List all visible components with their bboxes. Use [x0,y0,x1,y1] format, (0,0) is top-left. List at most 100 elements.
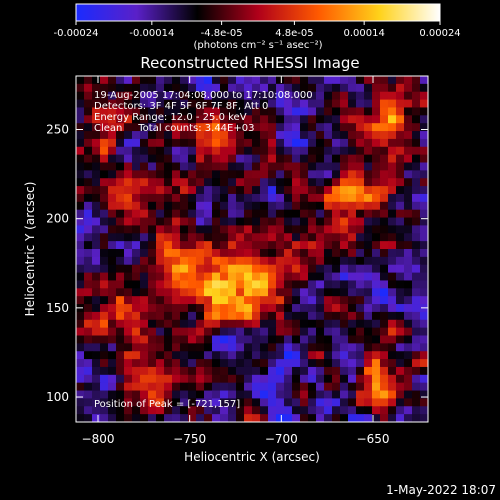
colorbar-tick-label: 0.00014 [343,28,384,39]
heatmap-cell [332,131,341,140]
heatmap-cell [372,138,381,148]
heatmap-cell [284,288,293,297]
heatmap-cell [396,178,405,187]
heatmap-cell [244,193,253,203]
heatmap-cell [332,146,341,156]
heatmap-cell [324,186,333,195]
heatmap-cell [252,327,261,337]
heatmap-cell [292,241,301,250]
heatmap-cell [412,343,421,352]
heatmap-cell [284,382,293,392]
heatmap-cell [396,201,405,211]
heatmap-cell [316,264,325,274]
heatmap-cell [84,311,93,321]
heatmap-cell [308,374,317,384]
heatmap-cell [388,217,397,227]
heatmap-cell [372,170,381,179]
heatmap-cell [372,256,381,266]
heatmap-cell [140,288,149,297]
heatmap-cell [356,178,365,187]
heatmap-cell [124,107,133,116]
heatmap-cell [268,359,277,368]
heatmap-cell [124,390,133,400]
heatmap-cell [420,178,428,187]
heatmap-cell [92,264,101,274]
heatmap-cell [124,225,133,234]
heatmap-cell [252,351,261,360]
heatmap-cell [236,209,245,219]
heatmap-cell [356,83,365,93]
heatmap-cell [204,162,213,171]
heatmap-cell [188,233,197,242]
heatmap-cell [292,272,301,282]
heatmap-cell [324,319,333,329]
heatmap-cell [132,193,141,203]
heatmap-cell [140,296,149,305]
heatmap-cell [156,233,165,242]
heatmap-cell [76,319,85,329]
heatmap-cell [340,327,349,337]
heatmap-cell [308,225,317,234]
heatmap-cell [76,374,85,384]
heatmap-cell [284,217,293,227]
heatmap-cell [244,249,253,258]
heatmap-cell [260,264,269,274]
heatmap-cell [100,343,109,352]
heatmap-cell [196,359,205,368]
heatmap-cell [420,351,428,360]
heatmap-cell [92,83,101,93]
heatmap-cell [92,233,101,242]
heatmap-cell [156,241,165,250]
heatmap-cell [404,382,413,392]
heatmap-cell [420,99,428,109]
heatmap-cell [116,83,125,93]
heatmap-cell [300,123,309,132]
heatmap-cell [92,170,101,179]
heatmap-cell [340,296,349,305]
heatmap-cell [196,83,205,93]
heatmap-cell [380,343,389,352]
annotation-clean-counts: Clean Total counts: 3.44E+03 [94,123,254,134]
heatmap-cell [84,83,93,93]
heatmap-cell [412,186,421,195]
heatmap-cell [84,288,93,297]
heatmap-cell [316,83,325,93]
heatmap-cell [380,107,389,116]
heatmap-cell [108,201,117,211]
heatmap-cell [228,366,237,376]
heatmap-cell [388,249,397,258]
heatmap-cell [404,115,413,124]
heatmap-cell [180,406,189,415]
heatmap-cell [372,280,381,289]
heatmap-cell [404,256,413,266]
heatmap-cell [108,225,117,234]
heatmap-cell [396,390,405,400]
heatmap-cell [396,217,405,227]
heatmap-cell [364,138,373,148]
heatmap-cell [388,319,397,329]
heatmap-cell [276,146,285,156]
heatmap-cell [188,76,197,85]
heatmap-cell [220,366,229,376]
heatmap-cell [412,170,421,179]
heatmap-cell [300,91,309,101]
heatmap-cell [188,123,197,132]
heatmap-cell [252,99,261,109]
heatmap-cell [340,414,349,422]
heatmap-cell [204,414,213,422]
heatmap-cell [172,170,181,179]
heatmap-cell [412,99,421,109]
heatmap-cell [268,288,277,297]
heatmap-cell [332,272,341,282]
heatmap-cell [412,366,421,376]
heatmap-cell [132,280,141,289]
heatmap-cell [180,91,189,101]
heatmap-cell [244,131,253,140]
heatmap-cell [300,343,309,352]
heatmap-cell [268,146,277,156]
heatmap-cell [340,115,349,124]
heatmap-cell [84,178,93,187]
heatmap-cell [324,390,333,400]
heatmap-cell [364,343,373,352]
heatmap-cell [388,170,397,179]
